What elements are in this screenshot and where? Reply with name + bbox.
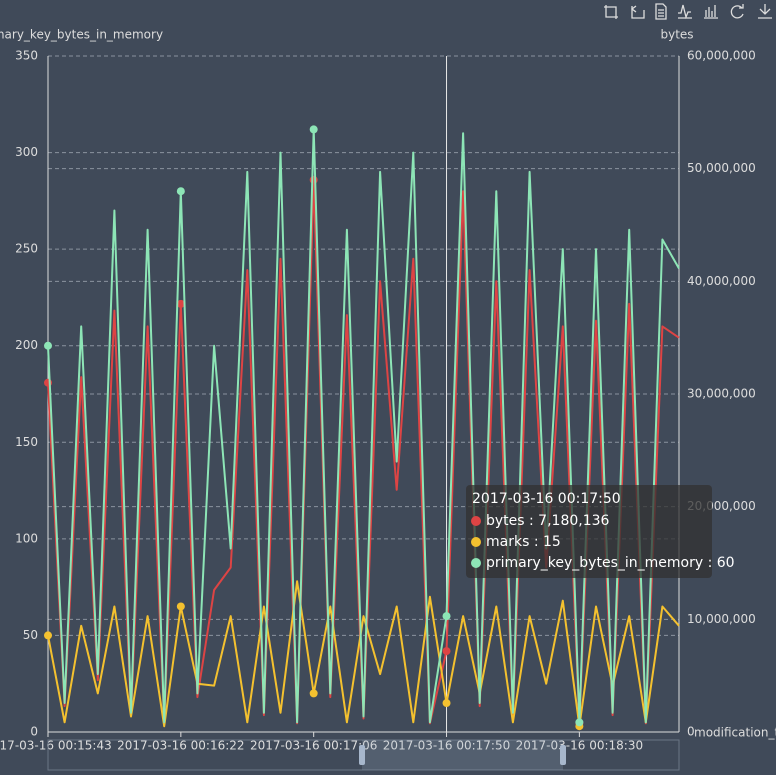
x-tick-label: 2017-03-16 00:16:22 (117, 739, 244, 753)
y2-tick-label: 50,000,000 (687, 161, 756, 175)
y2-tick-label: 60,000,000 (687, 49, 756, 63)
point (443, 647, 451, 655)
y2-axis-name: bytes (660, 28, 693, 42)
tooltip-dot (471, 516, 481, 526)
zoom-handle[interactable] (359, 745, 365, 765)
tooltip-title: 2017-03-16 00:17:50 (472, 491, 621, 507)
y2-tick-label: 10,000,000 (687, 612, 756, 626)
point (310, 176, 318, 184)
y-tick-label: 150 (15, 435, 38, 449)
y-tick-label: 100 (15, 531, 38, 545)
y-tick-label: 0 (30, 725, 38, 739)
tooltip-dot (471, 558, 481, 568)
y-tick-label: 300 (15, 145, 38, 159)
y-tick-label: 350 (15, 49, 38, 63)
x-axis-name: modification_time (694, 726, 776, 740)
y-tick-label: 50 (23, 628, 38, 642)
tooltip: 2017-03-16 00:17:50 bytes : 7,180,136 mar… (466, 485, 735, 578)
y-tick-label: 200 (15, 338, 38, 352)
point (443, 699, 451, 707)
tooltip-item: bytes : 7,180,136 (486, 513, 610, 529)
x-tick-label: 2017-03-16 00:15:43 (0, 739, 112, 753)
point (310, 689, 318, 697)
y-axis-name: primary_key_bytes_in_memory (0, 28, 163, 42)
y-tick-label: 250 (15, 242, 38, 256)
tooltip-item: primary_key_bytes_in_memory : 60 (486, 555, 735, 571)
point (44, 342, 52, 350)
point (44, 631, 52, 639)
tooltip-dot (471, 537, 481, 547)
point (310, 125, 318, 133)
point (443, 612, 451, 620)
y2-tick-label: 40,000,000 (687, 274, 756, 288)
tooltip-item: marks : 15 (486, 534, 561, 550)
x-tick-label: 2017-03-16 00:17:06 (250, 739, 377, 753)
point (177, 187, 185, 195)
point (575, 718, 583, 726)
zoom-handle[interactable] (560, 745, 566, 765)
point (177, 602, 185, 610)
y2-tick-label: 30,000,000 (687, 387, 756, 401)
zoom-window[interactable] (362, 740, 563, 770)
